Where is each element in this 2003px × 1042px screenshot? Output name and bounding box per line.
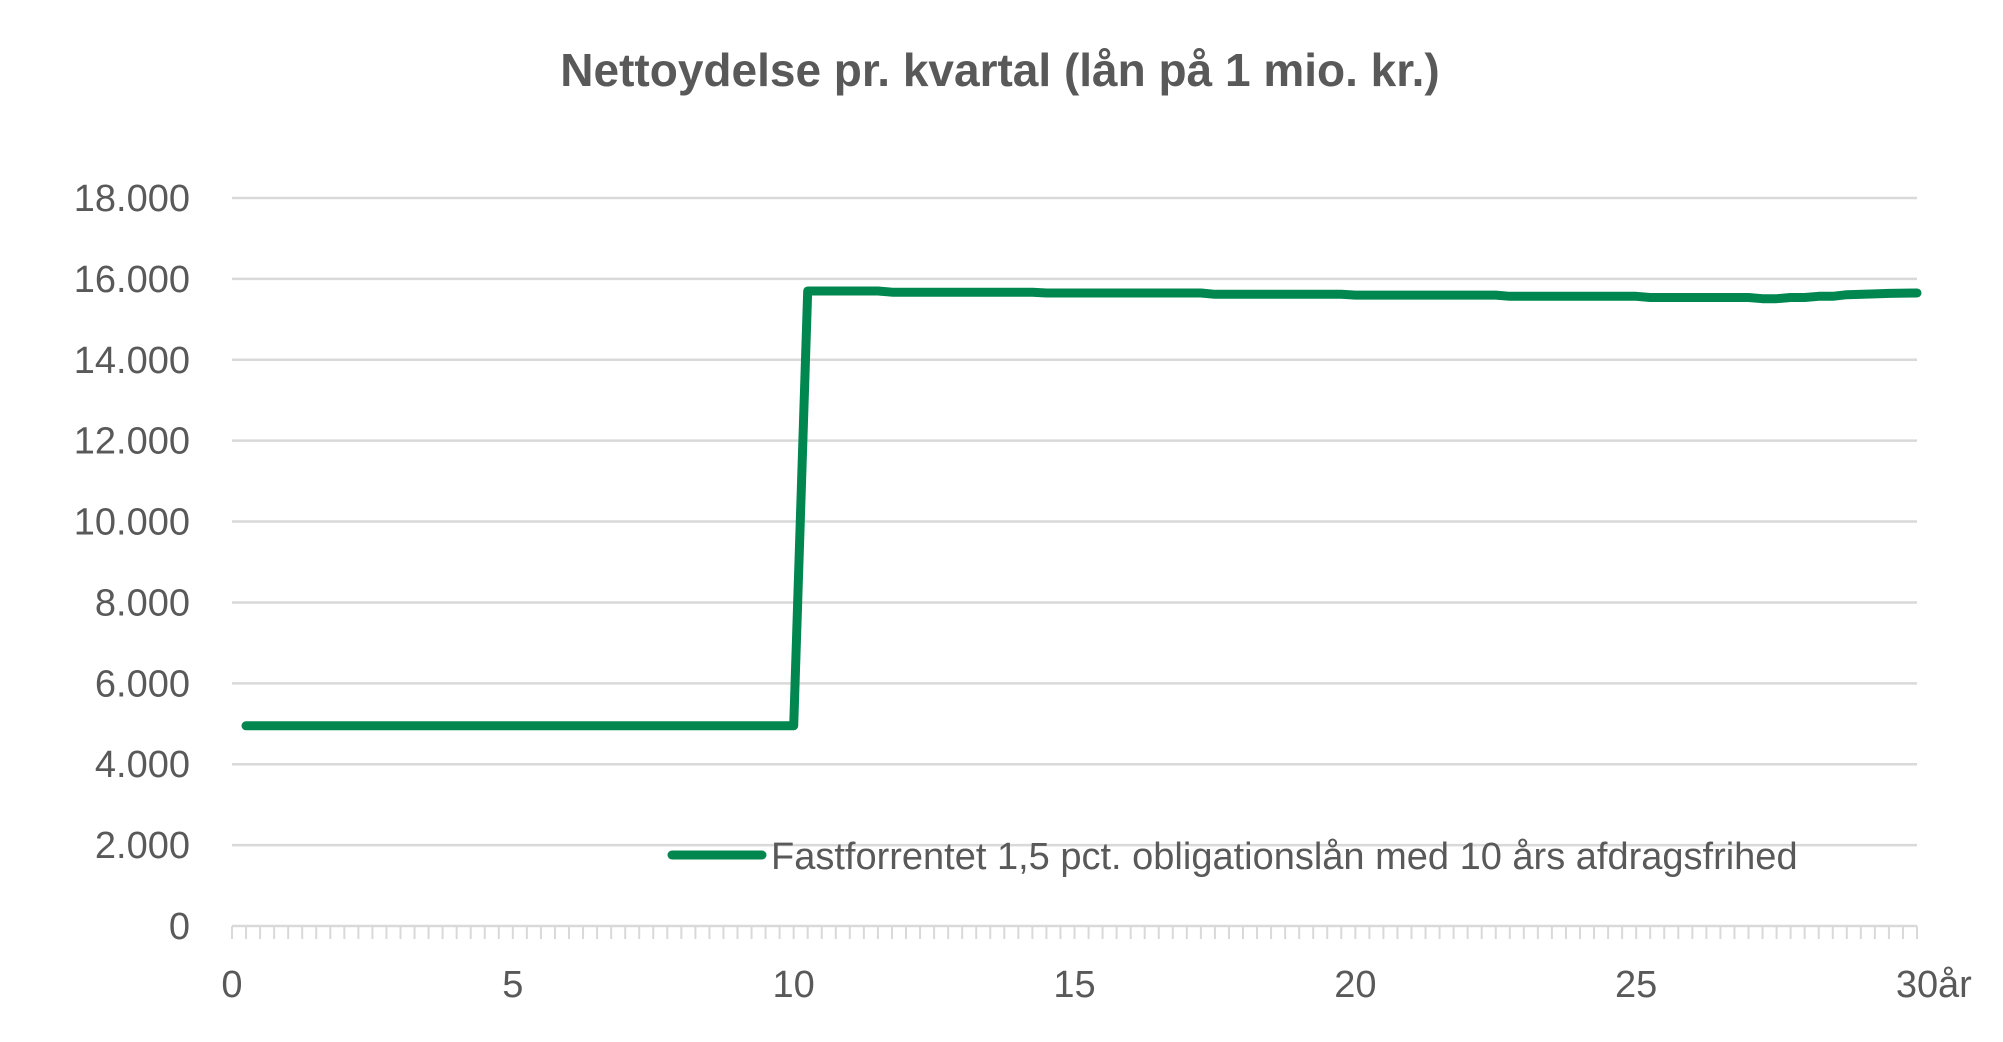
x-tick-label-0: 0 [221,964,242,1006]
legend-label: Fastforrentet 1,5 pct. obligationslån me… [771,836,1798,878]
x-tick-label-5: 25 [1615,964,1657,1006]
y-axis-tick-labels: 0 2.000 4.000 6.000 8.000 10.000 12.000 14.000 1… [74,178,190,948]
x-tick-label-1: 5 [502,964,523,1006]
x-axis [231,924,1918,939]
x-axis-unit-label: år [1938,964,1972,1006]
y-tick-label-5: 10.000 [74,502,190,544]
y-tick-label-1: 2.000 [95,825,190,867]
y-tick-label-9: 18.000 [74,178,190,220]
series-group [241,286,1922,731]
y-tick-label-0: 0 [169,906,190,948]
x-tick-label-3: 15 [1053,964,1095,1006]
y-tick-label-8: 16.000 [74,259,190,301]
y-tick-label-3: 6.000 [95,663,190,705]
y-tick-label-7: 14.000 [74,340,190,382]
x-axis-tick-labels: 0 5 10 15 20 25 30 [221,964,1938,1006]
gridlines [232,196,1917,847]
legend: Fastforrentet 1,5 pct. obligationslån me… [667,836,1798,878]
x-tick-label-6: 30 [1896,964,1938,1006]
series-line-0 [241,286,1922,731]
x-tick-label-4: 20 [1334,964,1376,1006]
y-tick-label-2: 4.000 [95,744,190,786]
y-tick-label-6: 12.000 [74,421,190,463]
y-tick-label-4: 8.000 [95,582,190,624]
x-tick-label-2: 10 [773,964,815,1006]
chart-title: Nettoydelse pr. kvartal (lån på 1 mio. k… [560,44,1439,96]
